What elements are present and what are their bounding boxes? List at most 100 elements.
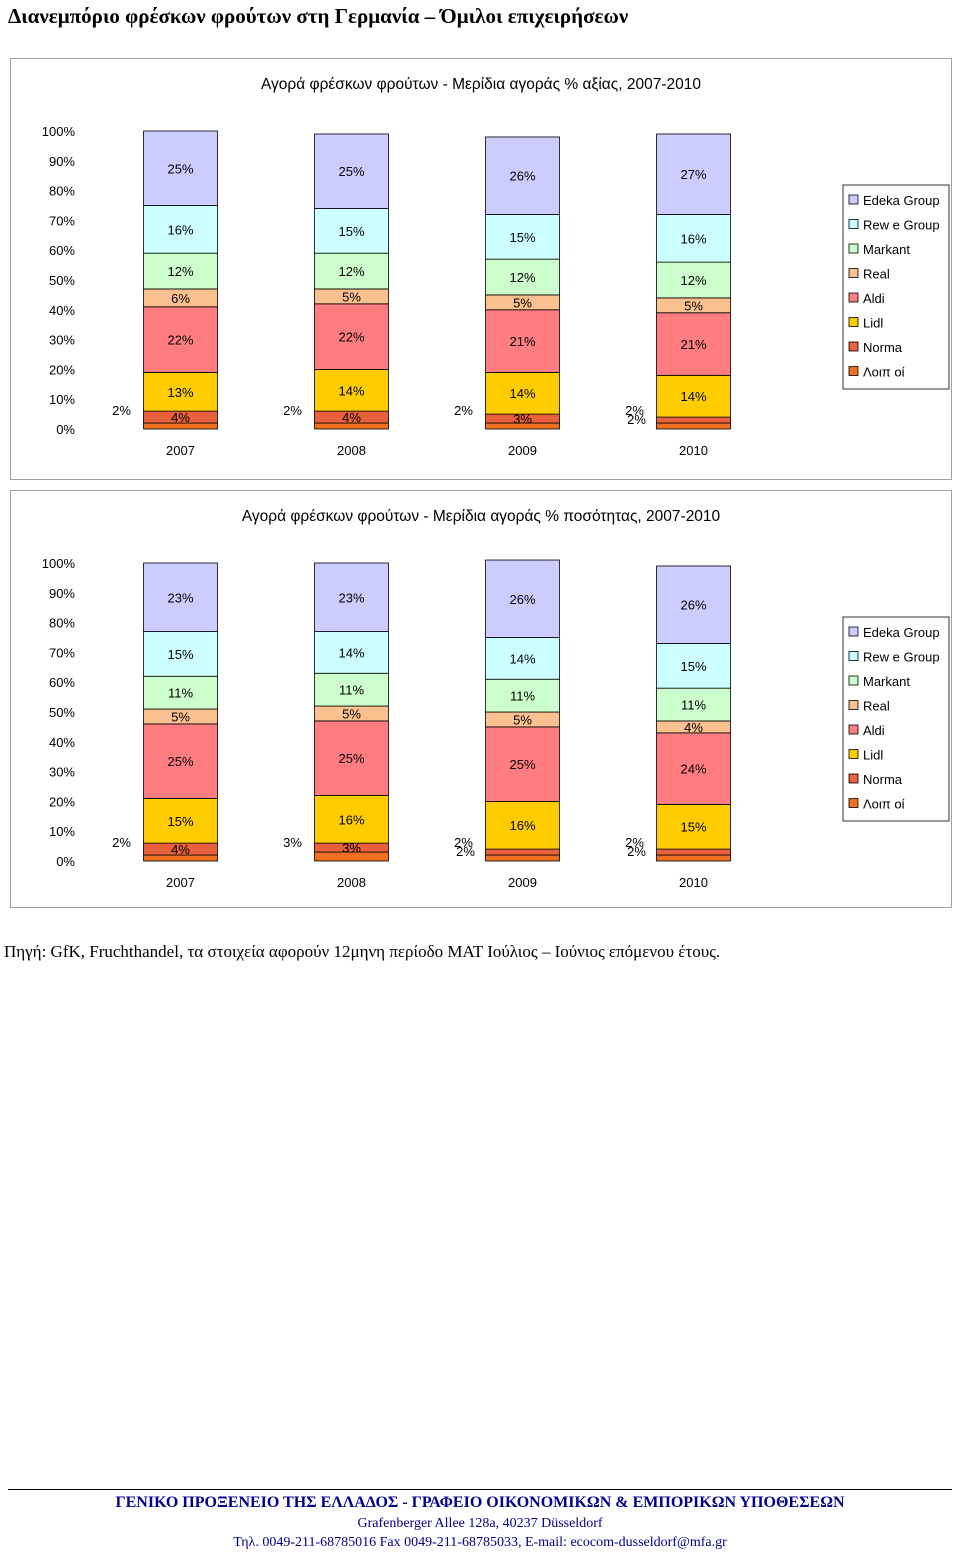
bar-segment [143,723,218,799]
data-label: 15% [680,820,706,835]
data-label: 21% [509,334,535,349]
legend-label: Lidl [863,316,883,331]
legend-label: Norma [863,340,903,355]
data-label: 24% [680,762,706,777]
x-tick-label: 2008 [337,875,366,890]
bar-segment [485,214,560,260]
data-label: 2% [112,403,131,418]
data-label: 25% [509,757,535,772]
data-label: 25% [338,751,364,766]
data-label: 5% [171,709,190,724]
data-label: 16% [167,222,193,237]
data-label: 23% [338,590,364,605]
data-label: 25% [167,161,193,176]
legend-label: Norma [863,772,903,787]
legend-swatch [848,700,859,710]
data-label: 23% [167,590,193,605]
data-label: 5% [513,712,532,727]
legend-swatch [848,219,859,229]
bar-segment [485,678,560,713]
legend-label: Markant [863,674,910,689]
bar-segment [485,136,560,215]
legend-box [842,184,950,390]
legend-swatch [848,626,859,637]
bar-segment [656,374,731,418]
data-label: 16% [680,231,706,246]
y-tick-label: 20% [49,794,75,809]
data-label: 15% [338,224,364,239]
y-tick-label: 40% [49,735,75,750]
data-label: 26% [680,598,706,613]
legend-swatch [848,268,859,278]
page-title: Διανεμπόριο φρέσκων φρούτων στη Γερμανία… [8,4,629,28]
y-tick-label: 10% [49,392,75,407]
data-label: 3% [283,835,302,850]
y-tick-label: 100% [42,556,76,571]
y-tick-label: 90% [49,154,75,169]
legend-label: Real [863,699,890,714]
bar-segment [143,562,218,632]
bar-segment [143,631,218,677]
bar-segment [485,559,560,638]
bar-segment [656,732,731,805]
legend-swatch [848,194,859,205]
legend-swatch [848,749,859,759]
legend-label: Aldi [863,723,885,738]
y-tick-label: 80% [49,616,75,631]
bar-segment [314,672,389,707]
bar-segment [656,687,731,722]
bar-segment [656,214,731,263]
y-tick-label: 20% [49,362,75,377]
data-label: 16% [338,812,364,827]
bar-segment [656,643,731,689]
bar-segment [656,133,731,215]
data-label: 2% [454,403,473,418]
data-label: 11% [681,698,706,713]
legend-label: Rew e Group [863,218,940,233]
bar-segment [656,422,731,430]
data-label: 2% [456,844,475,859]
data-label: 26% [509,592,535,607]
data-label: 14% [680,389,706,404]
x-tick-label: 2007 [166,443,195,458]
data-label: 11% [510,689,535,704]
bar-segment [485,848,560,856]
x-tick-label: 2008 [337,443,366,458]
legend-label: Λοιπ οί [863,365,905,380]
bar-segment [485,637,560,680]
data-label: 5% [684,298,703,313]
x-tick-label: 2010 [679,443,708,458]
legend-swatch [848,651,859,661]
value-share-chart: Αγορά φρέσκων φρούτων - Μερίδια αγοράς %… [10,58,952,480]
y-tick-label: 90% [49,586,75,601]
x-tick-label: 2007 [166,875,195,890]
y-tick-label: 0% [56,854,75,869]
legend-box [842,616,950,822]
y-tick-label: 40% [49,303,75,318]
bar-segment [314,720,389,796]
data-label: 22% [167,333,193,348]
bar-segment [485,800,560,850]
bar-segment [485,854,560,862]
data-label: 12% [680,273,706,288]
data-label: 11% [339,683,364,698]
y-tick-label: 100% [42,124,76,139]
y-tick-label: 80% [49,184,75,199]
data-label: 12% [338,264,364,279]
data-label: 21% [680,337,706,352]
bar-segment [656,261,731,299]
legend-label: Real [863,267,890,282]
bar-segment [314,208,389,254]
bar-segment [656,803,731,850]
data-label: 14% [509,651,535,666]
bar-segment [314,795,389,844]
bar-segment [314,562,389,632]
legend-swatch [848,724,859,735]
data-label: 26% [509,169,535,184]
bar-segment [143,798,218,844]
bar-segment [485,309,560,373]
legend-swatch [848,798,859,808]
data-label: 2% [625,835,644,850]
legend-swatch [848,773,859,784]
data-label: 2% [454,835,473,850]
